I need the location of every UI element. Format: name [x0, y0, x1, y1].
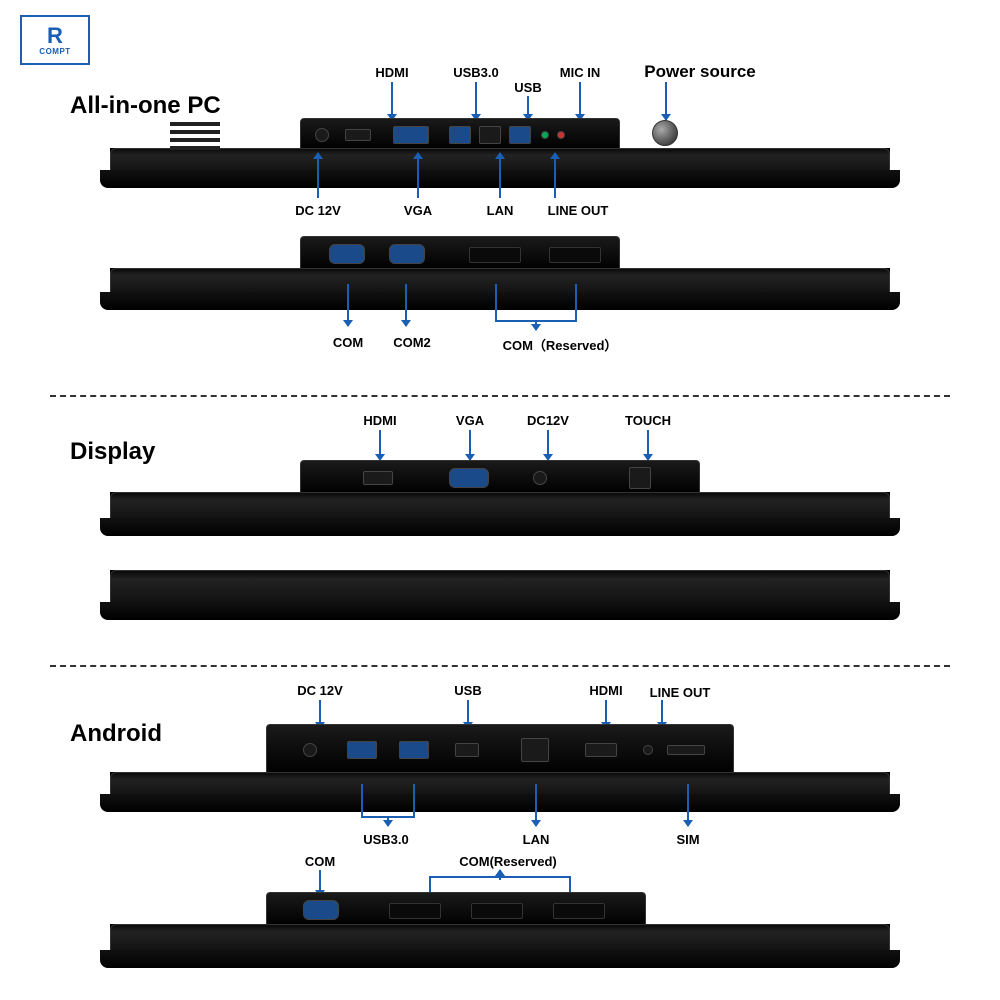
device-display-2: [110, 570, 890, 612]
callout-line: [687, 784, 689, 826]
device-display-1: [110, 492, 890, 528]
callout-line: [475, 82, 477, 120]
label-usb: USB: [454, 683, 481, 698]
callout-line: [361, 784, 363, 816]
vent-slits: [170, 122, 220, 126]
label-com: COM: [305, 854, 335, 869]
callout-line: [317, 153, 319, 198]
callout-line: [499, 153, 501, 198]
label-hdmi: HDMI: [363, 413, 396, 428]
section-title-android: Android: [70, 720, 162, 748]
power-knob: [652, 120, 678, 146]
label-com-reserved: COM（Reserved）: [503, 335, 618, 354]
callout-line: [535, 784, 537, 826]
label-vga: VGA: [456, 413, 484, 428]
label-usb: USB: [514, 80, 541, 95]
device-riser: [266, 892, 646, 926]
label-vga: VGA: [404, 203, 432, 218]
logo-main: R: [47, 25, 63, 47]
label-com: COM: [333, 335, 363, 350]
label-usb30: USB3.0: [453, 65, 499, 80]
callout-line: [347, 284, 349, 326]
callout-line: [387, 816, 389, 826]
device-android-2: [110, 924, 890, 960]
brand-logo: R COMPT: [20, 15, 90, 65]
label-dc12v: DC12V: [527, 413, 569, 428]
callout-line: [575, 284, 577, 320]
callout-line: [495, 284, 497, 320]
device-riser: [300, 460, 700, 494]
section-title-aio: All-in-one PC: [70, 92, 221, 120]
device-riser: [266, 724, 734, 774]
callout-line: [413, 784, 415, 816]
logo-sub: COMPT: [39, 47, 70, 56]
label-touch: TOUCH: [625, 413, 671, 428]
callout-line: [535, 320, 537, 330]
callout-line: [554, 153, 556, 198]
label-com-reserved2: COM(Reserved): [459, 854, 557, 869]
label-micin: MIC IN: [560, 65, 600, 80]
callout-line: [665, 82, 667, 120]
label-sim: SIM: [676, 832, 699, 847]
callout-line: [499, 870, 501, 880]
callout-line: [647, 430, 649, 460]
label-com2: COM2: [393, 335, 431, 350]
section-title-display: Display: [70, 438, 155, 466]
callout-line: [547, 430, 549, 460]
callout-line: [417, 153, 419, 198]
section-divider: [50, 665, 950, 667]
label-lan: LAN: [523, 832, 550, 847]
device-android-1: [110, 772, 890, 804]
section-divider: [50, 395, 950, 397]
label-hdmi: HDMI: [375, 65, 408, 80]
label-dc12v: DC 12V: [295, 203, 341, 218]
callout-line: [391, 82, 393, 120]
callout-line: [469, 430, 471, 460]
label-hdmi: HDMI: [589, 683, 622, 698]
label-dc12v: DC 12V: [297, 683, 343, 698]
device-riser: [300, 118, 620, 150]
label-usb30: USB3.0: [363, 832, 409, 847]
callout-line: [405, 284, 407, 326]
callout-line: [379, 430, 381, 460]
label-lineout: LINE OUT: [650, 685, 711, 700]
label-power: Power source: [644, 62, 756, 82]
callout-line: [579, 82, 581, 120]
device-riser: [300, 236, 620, 270]
device-aio-2: [110, 268, 890, 302]
label-lan: LAN: [487, 203, 514, 218]
label-lineout: LINE OUT: [548, 203, 609, 218]
callout-line: [527, 96, 529, 120]
